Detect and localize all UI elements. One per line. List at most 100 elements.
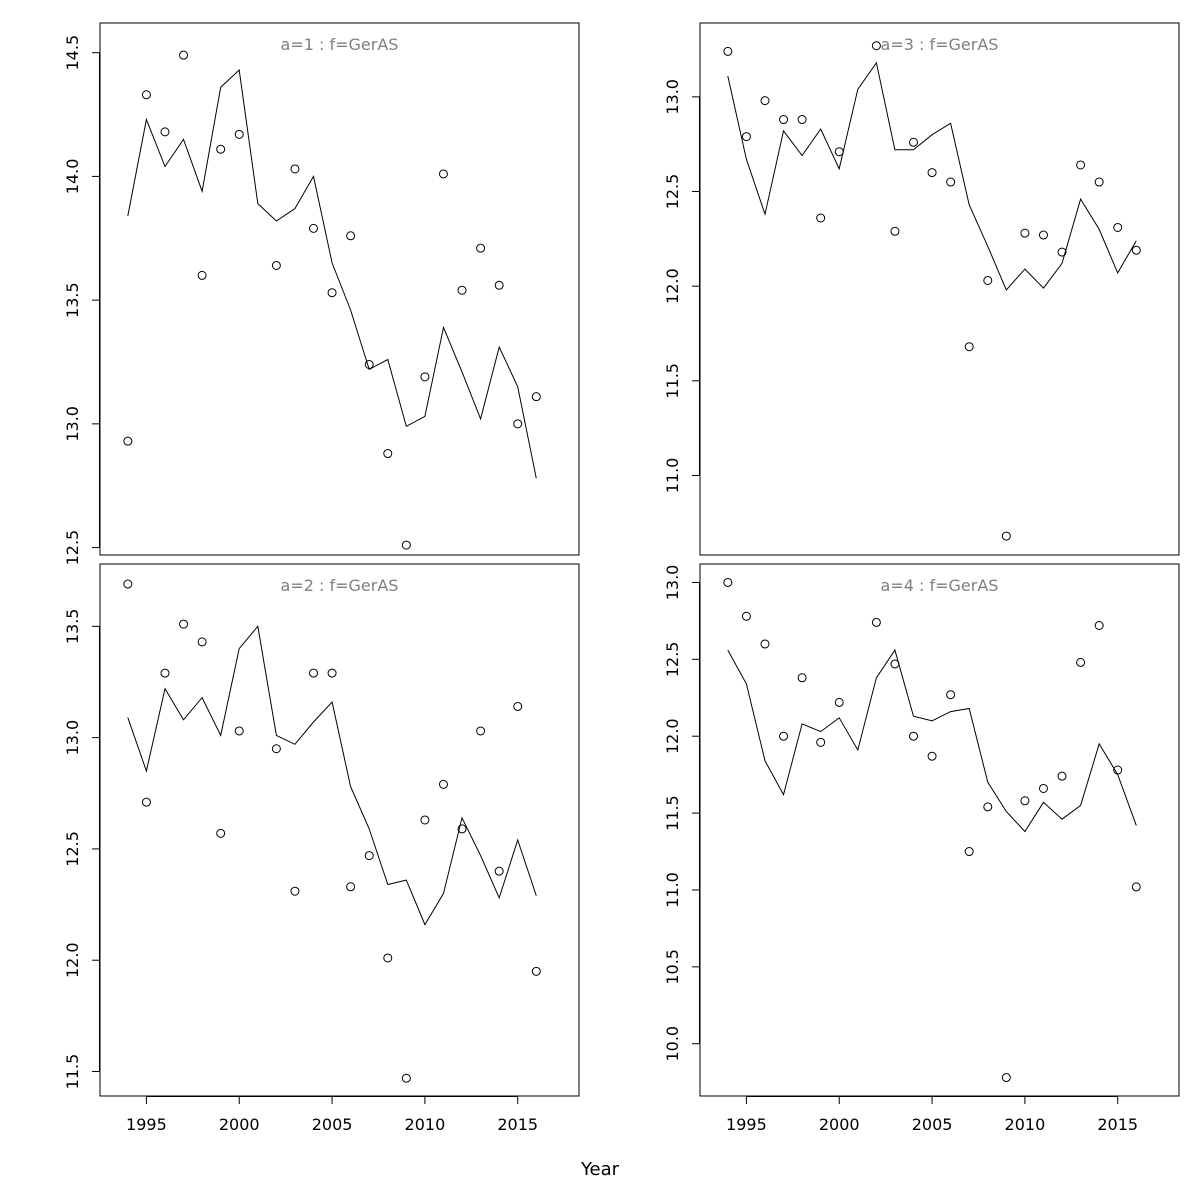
x-tick-label: 2010: [405, 1115, 446, 1134]
x-tick-label: 2005: [312, 1115, 353, 1134]
observed-point: [909, 137, 919, 147]
observed-point: [1131, 245, 1141, 255]
observed-point: [271, 260, 281, 270]
x-tick-label: 2000: [219, 1115, 260, 1134]
y-tick-label: 11.0: [663, 872, 682, 908]
y-tick-label: 12.5: [63, 530, 82, 566]
panel-title: a=2 : f=GerAS: [281, 576, 399, 595]
observed-point: [179, 619, 189, 629]
observed-point: [816, 213, 826, 223]
panel-title: a=3 : f=GerAS: [881, 35, 999, 54]
observed-point: [420, 815, 430, 825]
observed-point: [197, 637, 207, 647]
y-tick-label: 14.5: [63, 35, 82, 71]
observed-point: [438, 169, 448, 179]
panel-3: a=3 : f=GerAS 11.0 11.5 12.0 12.5 13.0: [663, 22, 1180, 556]
observed-point: [234, 726, 244, 736]
observed-point: [946, 177, 956, 187]
observed-point: [327, 668, 337, 678]
observed-point: [871, 41, 881, 51]
observed-point: [1020, 228, 1030, 238]
y-tick-label: 13.0: [63, 720, 82, 756]
observed-point: [834, 697, 844, 707]
observed-point: [216, 828, 226, 838]
observed-point: [723, 577, 733, 587]
observed-point: [123, 436, 133, 446]
observed-point: [383, 449, 393, 459]
observed-point: [1057, 247, 1067, 257]
observed-point: [1001, 1073, 1011, 1083]
plot-frame: [699, 563, 1180, 1097]
observed-point: [1094, 177, 1104, 187]
observed-point: [123, 579, 133, 589]
panel-title: a=4 : f=GerAS: [881, 576, 999, 595]
observed-point: [1131, 882, 1141, 892]
observed-point: [346, 882, 356, 892]
observed-point: [160, 127, 170, 137]
x-tick-label: 2005: [912, 1115, 953, 1134]
observed-point: [834, 147, 844, 157]
observed-point: [531, 392, 541, 402]
observed-point: [779, 731, 789, 741]
fitted-line: [127, 625, 537, 926]
observed-point: [309, 223, 319, 233]
observed-point: [890, 659, 900, 669]
y-tick-label: 10.5: [663, 949, 682, 985]
observed-point: [513, 701, 523, 711]
observed-point: [457, 285, 467, 295]
observed-point: [364, 359, 374, 369]
observed-point: [927, 168, 937, 178]
observed-point: [1076, 160, 1086, 170]
x-tick-label: 1995: [726, 1115, 767, 1134]
observed-point: [309, 668, 319, 678]
panel-4: a=4 : f=GerAS 10.0 10.5 11.0 11.5 12.0 12.5 13.…: [663, 563, 1180, 1134]
y-tick-label: 12.5: [663, 642, 682, 678]
observed-point: [1020, 796, 1030, 806]
y-tick-label: 10.0: [663, 1026, 682, 1062]
observed-point: [531, 966, 541, 976]
y-tick-label: 12.5: [663, 174, 682, 210]
observed-point: [964, 847, 974, 857]
x-axis-title: Year: [580, 1159, 620, 1180]
x-tick-label: 2010: [1005, 1115, 1046, 1134]
observed-point: [290, 886, 300, 896]
observed-point: [234, 129, 244, 139]
observed-point: [760, 96, 770, 106]
panel-title: a=1 : f=GerAS: [281, 35, 399, 54]
observed-point: [216, 144, 226, 154]
y-tick-label: 11.5: [663, 363, 682, 399]
observed-point: [1038, 230, 1048, 240]
plot-frame: [99, 22, 580, 556]
observed-point: [1113, 222, 1123, 232]
observed-point: [494, 280, 504, 290]
y-tick-label: 13.0: [663, 79, 682, 115]
x-tick-label: 1995: [126, 1115, 167, 1134]
y-tick-label: 13.5: [63, 282, 82, 318]
observed-point: [946, 690, 956, 700]
y-tick-label: 12.5: [63, 831, 82, 867]
y-tick-label: 13.0: [663, 565, 682, 601]
observed-point: [476, 243, 486, 253]
x-tick-label: 2000: [819, 1115, 860, 1134]
observed-point: [160, 668, 170, 678]
plot-frame: [699, 22, 1180, 556]
observed-point: [964, 342, 974, 352]
y-tick-label: 13.0: [63, 406, 82, 442]
observed-point: [816, 737, 826, 747]
observed-point: [1057, 771, 1067, 781]
fitted-line: [727, 61, 1137, 291]
observed-point: [797, 115, 807, 125]
observed-point: [513, 419, 523, 429]
observed-point: [141, 90, 151, 100]
observed-point: [760, 639, 770, 649]
y-tick-label: 12.0: [663, 718, 682, 754]
observed-point: [983, 802, 993, 812]
observed-point: [1038, 783, 1048, 793]
fitted-line: [727, 648, 1137, 833]
observed-point: [271, 744, 281, 754]
plot-frame: [99, 563, 580, 1097]
observed-point: [401, 540, 411, 550]
observed-point: [346, 231, 356, 241]
observed-point: [1076, 657, 1086, 667]
